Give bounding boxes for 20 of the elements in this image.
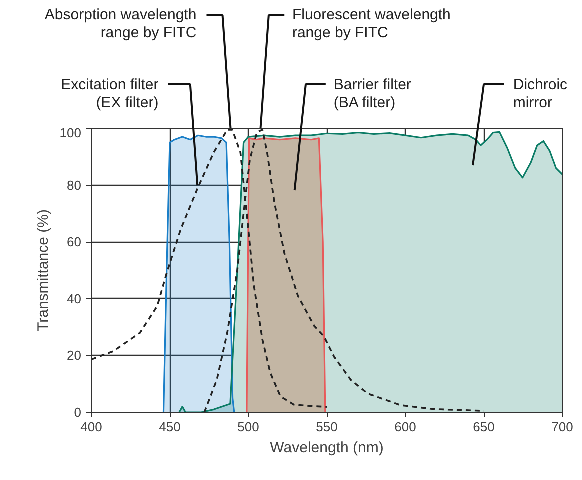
x-tick-label: 550 (316, 420, 338, 434)
x-tick-label: 450 (159, 420, 181, 434)
x-tick-label: 700 (552, 420, 574, 434)
x-axis-title: Wavelength (nm) (270, 440, 384, 456)
x-tick-label: 500 (238, 420, 260, 434)
x-tick-label: 400 (80, 420, 102, 434)
y-axis-title: Transmittance (%) (34, 210, 52, 332)
x-tick-label: 600 (394, 420, 416, 434)
x-tick-label: 650 (473, 420, 495, 434)
y-tick-label: 60 (67, 234, 82, 250)
text: Fluorescent wavelength range by FITC (292, 6, 451, 42)
y-tick-label: 40 (67, 291, 82, 306)
y-tick-label: 100 (60, 126, 82, 140)
text: Barrier filter (BA filter) (334, 76, 412, 112)
series-label: Dichroic mirror (513, 76, 568, 112)
text: Excitation filter (EX filter) (61, 76, 159, 112)
y-tick-label: 20 (67, 348, 82, 364)
y-tick-label: 80 (67, 178, 82, 193)
y-tick-label: 0 (74, 405, 82, 420)
text: Absorption wavelength range by FITC (44, 6, 197, 42)
